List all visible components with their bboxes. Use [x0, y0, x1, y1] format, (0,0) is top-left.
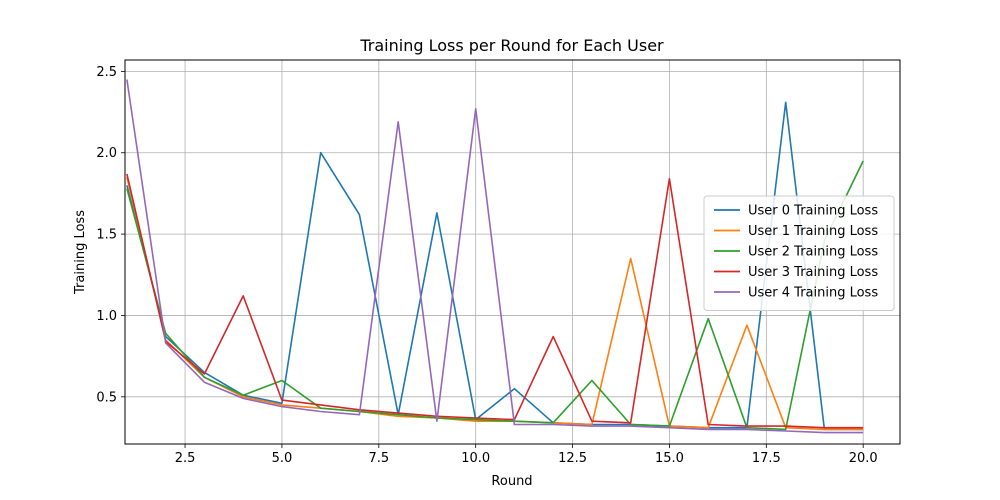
legend-entry: User 4 Training Loss: [748, 286, 878, 301]
series-line-user-0: [126, 101, 864, 431]
legend-entry: User 1 Training Loss: [748, 224, 878, 239]
y-tick-label: 1.0: [96, 309, 117, 324]
series-line-user-4: [126, 79, 864, 434]
y-tick-label: 2.0: [96, 146, 117, 161]
x-tick-label: 5.0: [272, 451, 293, 466]
x-tick-label: 7.5: [368, 451, 389, 466]
legend-entry: User 3 Training Loss: [748, 265, 878, 280]
series-lines: [126, 79, 864, 434]
legend-box: [703, 195, 895, 311]
y-tick-label: 1.5: [96, 228, 117, 243]
x-tick-label: 15.0: [655, 451, 684, 466]
chart-title: Training Loss per Round for Each User: [359, 36, 664, 55]
axis-ticks: 2.5 5.0 7.5 10.0 12.5 15.0 17.5 20.0 0.5 1.0 1.5 2.…: [96, 65, 877, 466]
x-tick-label: 12.5: [558, 451, 587, 466]
legend-entry: User 2 Training Loss: [748, 245, 878, 260]
plot-frame: [124, 59, 901, 445]
legend: User 0 Training Loss User 1 Training Loss…: [703, 195, 895, 311]
x-tick-label: 2.5: [175, 451, 196, 466]
series-line-user-3: [126, 173, 864, 429]
legend-entry: User 0 Training Loss: [748, 204, 878, 219]
x-tick-label: 20.0: [849, 451, 878, 466]
y-tick-label: 0.5: [96, 390, 117, 405]
y-axis-label: Training Loss: [73, 210, 88, 295]
series-line-user-2: [126, 160, 864, 431]
x-tick-label: 10.0: [461, 451, 490, 466]
x-tick-label: 17.5: [752, 451, 781, 466]
y-tick-label: 2.5: [96, 65, 117, 80]
x-axis-label: Round: [491, 474, 532, 489]
